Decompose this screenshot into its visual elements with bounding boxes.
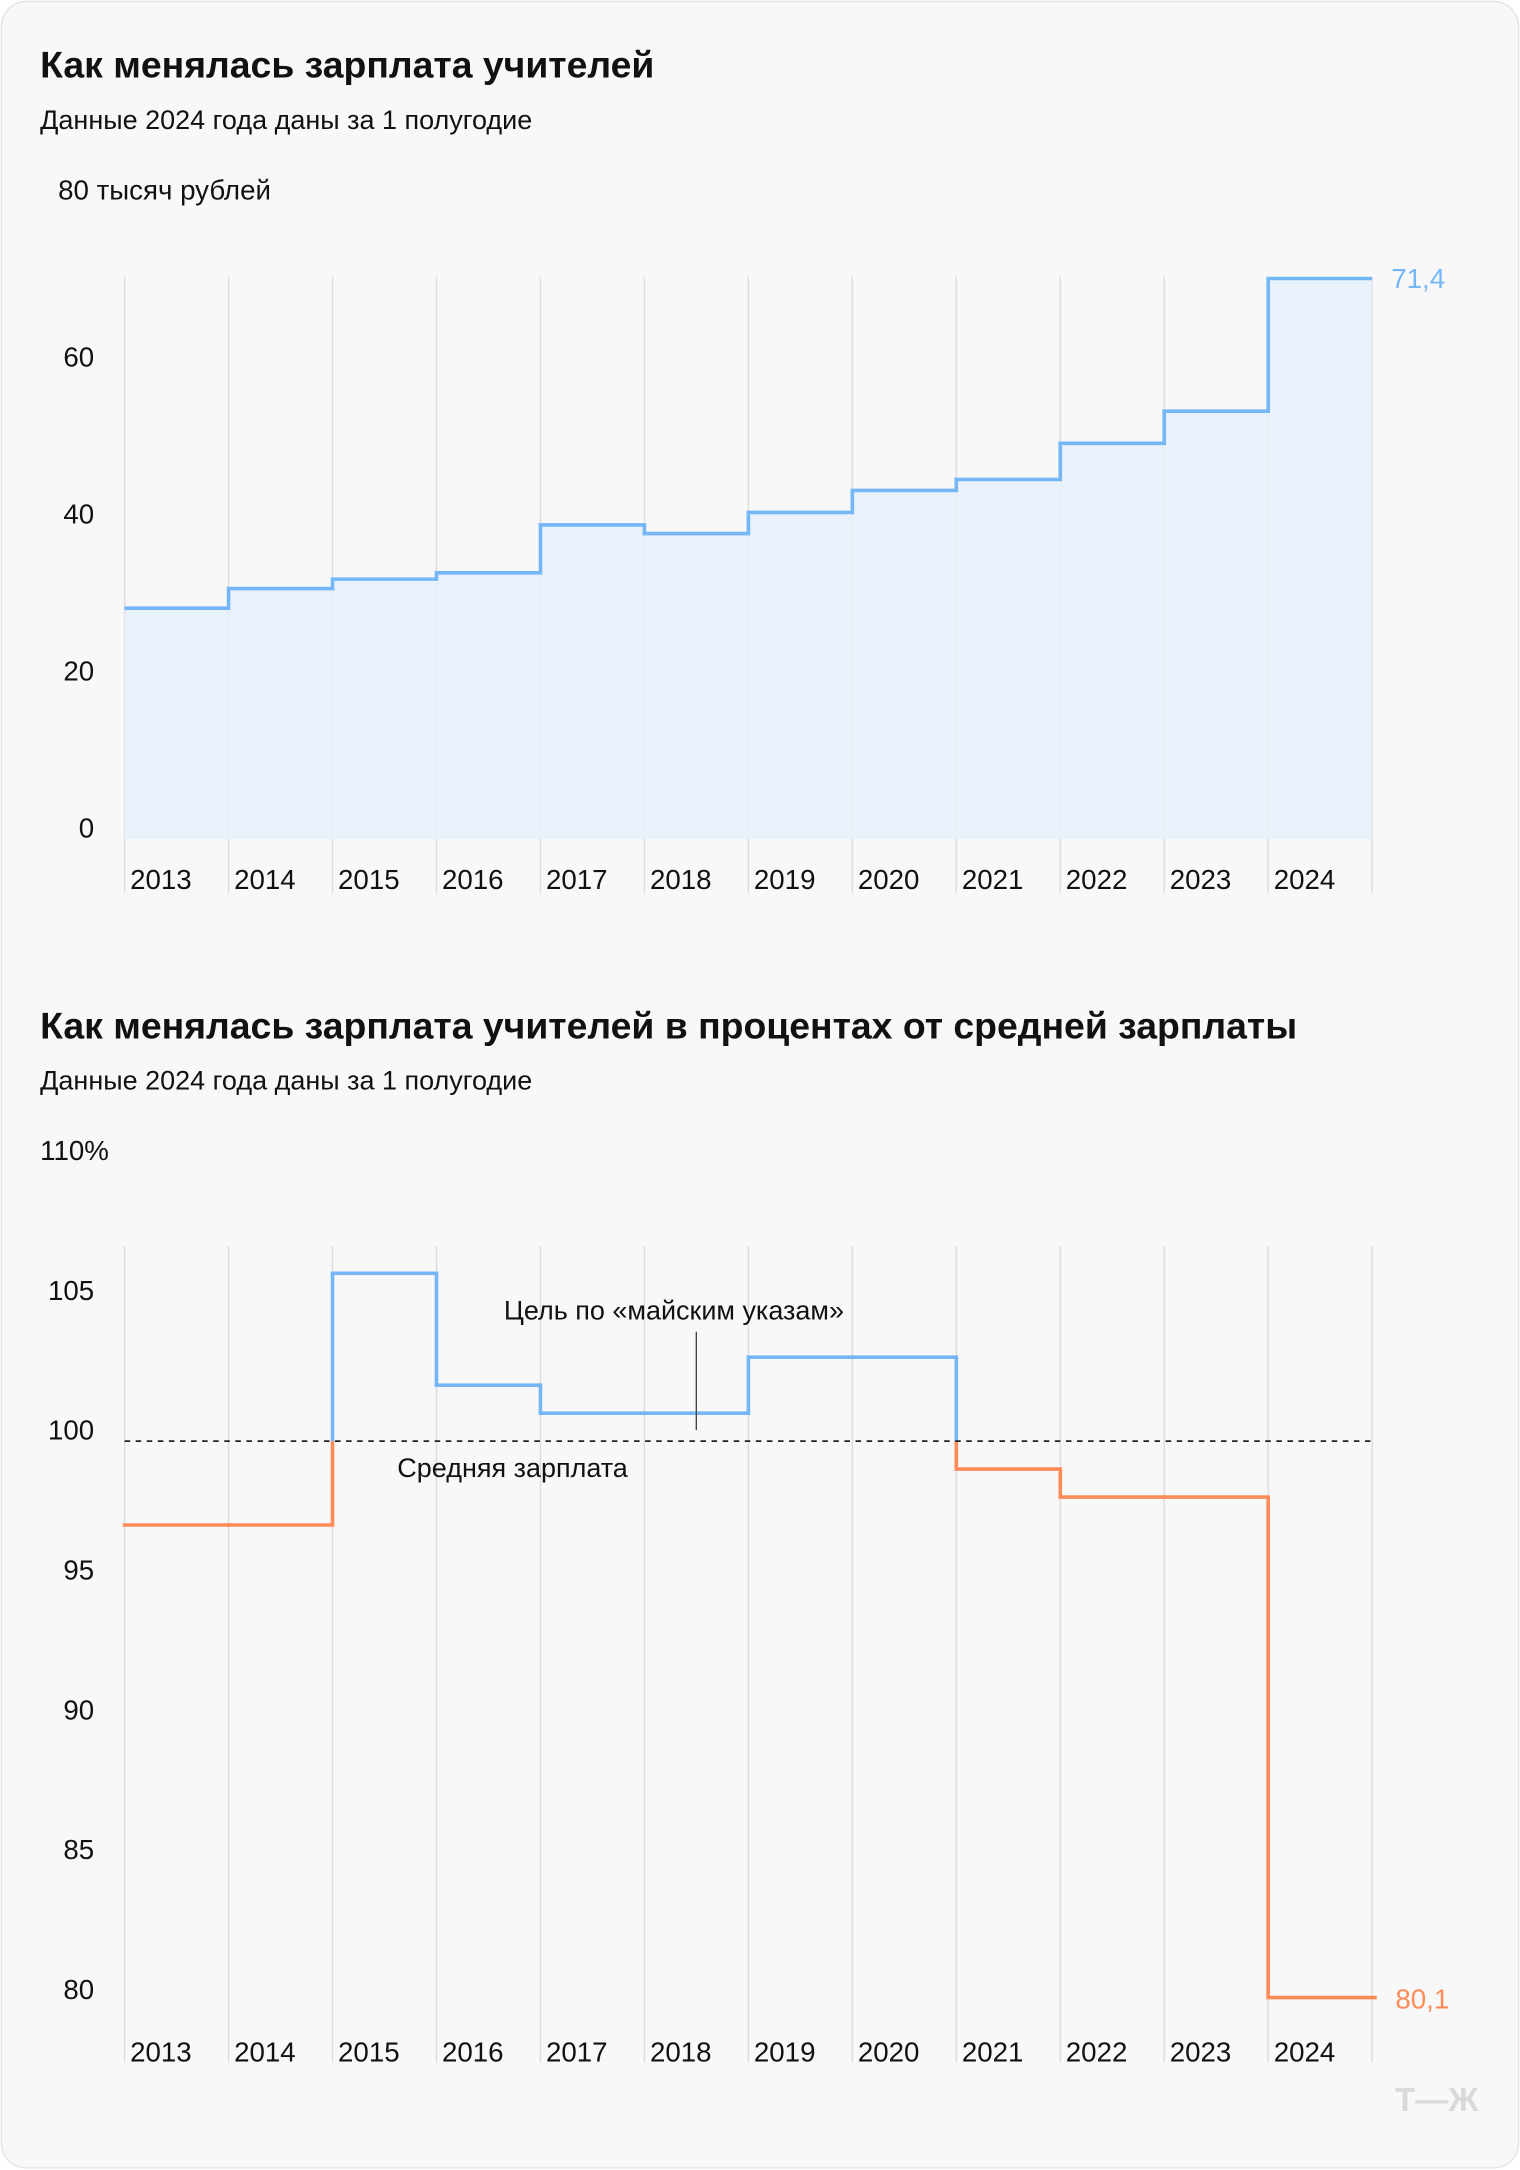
- y-tick-label: 60: [63, 342, 94, 373]
- y-tick-label: 85: [63, 1834, 94, 1865]
- y-tick-label: 95: [63, 1555, 94, 1586]
- x-tick-label: 2023: [1170, 864, 1232, 895]
- y-tick-label: 90: [63, 1694, 94, 1725]
- step-bar-2014: [229, 589, 333, 839]
- y-tick-label: 20: [63, 656, 94, 687]
- step-bar-2018: [644, 534, 748, 839]
- logo: Т—Ж: [1395, 2082, 1480, 2119]
- area-fill: [124, 278, 1373, 839]
- chart-2-subtitle: Данные 2024 года даны за 1 полугодие: [40, 1065, 532, 1095]
- chart-2-title: Как менялась зарплата учителей в процент…: [40, 1004, 1297, 1046]
- chart-2-end-label: 80,1: [1395, 1984, 1449, 2015]
- x-tick-label: 2023: [1170, 2036, 1232, 2067]
- x-tick-label: 2024: [1274, 2036, 1336, 2067]
- step-bar-2021: [956, 479, 1060, 838]
- x-tick-label: 2019: [754, 2036, 816, 2067]
- step-bar-2022: [1060, 443, 1164, 839]
- x-tick-label: 2017: [546, 864, 608, 895]
- y-tick-label: 80: [63, 1974, 94, 2005]
- x-tick-label: 2019: [754, 864, 816, 895]
- x-tick-label: 2015: [338, 2036, 400, 2067]
- y-tick-label: 0: [79, 813, 94, 844]
- step-bar-2019: [748, 512, 852, 839]
- step-line: [124, 276, 1373, 610]
- x-tick-label: 2020: [858, 864, 920, 895]
- chart-1-end-label: 71,4: [1391, 263, 1445, 294]
- y-tick-label: 40: [63, 499, 94, 530]
- x-tick-label: 2024: [1274, 864, 1336, 895]
- y-tick-label: 100: [48, 1415, 94, 1446]
- x-tick-label: 2016: [442, 864, 504, 895]
- x-tick-label: 2020: [858, 2036, 920, 2067]
- reference-line-label: Средняя зарплата: [397, 1453, 628, 1483]
- chart-1-y-label: 80 тысяч рублей: [58, 174, 271, 205]
- step-bar-2015: [333, 579, 437, 839]
- chart-2: Как менялась зарплата учителей в процент…: [40, 1004, 1449, 2067]
- x-tick-label: 2021: [962, 2036, 1024, 2067]
- chart-2-y-label: 110%: [40, 1135, 109, 1166]
- chart-1-subtitle: Данные 2024 года даны за 1 полугодие: [40, 105, 532, 135]
- x-tick-label: 2014: [234, 864, 296, 895]
- x-tick-label: 2018: [650, 2036, 712, 2067]
- x-tick-label: 2022: [1066, 2036, 1128, 2067]
- x-tick-label: 2015: [338, 864, 400, 895]
- step-bar-2017: [540, 525, 644, 839]
- x-tick-label: 2022: [1066, 864, 1128, 895]
- x-tick-label: 2013: [130, 864, 192, 895]
- step-bar-2024: [1268, 279, 1372, 839]
- x-tick-label: 2021: [962, 864, 1024, 895]
- y-tick-label: 105: [48, 1275, 94, 1306]
- step-bar-2013: [125, 608, 229, 839]
- step-bar-2020: [852, 490, 956, 839]
- chart-1: Как менялась зарплата учителей Данные 20…: [40, 44, 1445, 895]
- x-tick-label: 2016: [442, 2036, 504, 2067]
- x-tick-label: 2018: [650, 864, 712, 895]
- x-tick-label: 2017: [546, 2036, 608, 2067]
- step-bar-2016: [436, 573, 540, 839]
- x-tick-label: 2013: [130, 2036, 192, 2067]
- x-tick-label: 2014: [234, 2036, 296, 2067]
- step-bar-2023: [1164, 411, 1268, 839]
- annotation-may-decrees: Цель по «майским указам»: [504, 1295, 844, 1325]
- chart-1-title: Как менялась зарплата учителей: [40, 44, 654, 86]
